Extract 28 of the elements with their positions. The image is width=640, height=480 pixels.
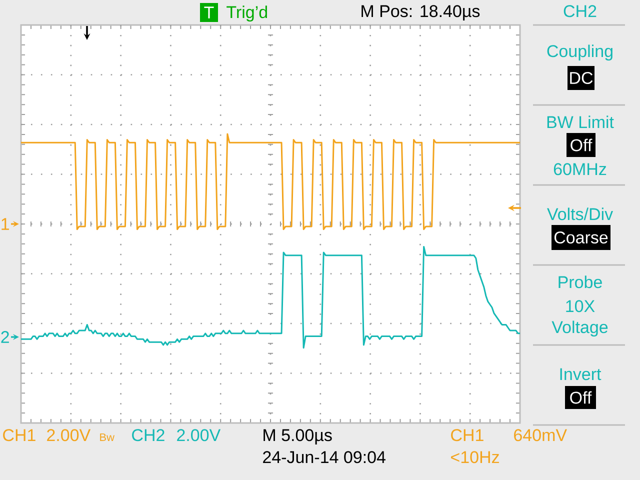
text: M Pos: 18.40µs xyxy=(362,5,480,21)
text: <10Hz xyxy=(451,451,499,464)
text: 640mV xyxy=(514,429,567,442)
text: 10X xyxy=(566,300,595,312)
text: CH2 xyxy=(564,5,596,18)
text: Coupling xyxy=(547,44,612,61)
text: 2.00V xyxy=(177,429,221,442)
text: 24-Jun-14 09:04 xyxy=(263,451,386,464)
text: CH1 xyxy=(451,429,484,442)
text: Off xyxy=(570,138,592,152)
text: Volts/Div xyxy=(547,208,614,220)
text: Invert xyxy=(560,368,602,380)
text: DC xyxy=(570,72,593,84)
text: Bw xyxy=(100,433,115,441)
text: 1 xyxy=(2,218,9,230)
text: Trig’d xyxy=(226,6,267,22)
text: M 5.00µs xyxy=(264,429,332,445)
text: BW Limit xyxy=(547,116,614,128)
text: CH2 xyxy=(132,429,164,442)
text: 60MHz xyxy=(554,163,606,176)
text: Probe xyxy=(558,276,602,288)
text: T xyxy=(204,6,214,18)
text: Off xyxy=(570,391,592,404)
text: 2.00V xyxy=(47,429,91,442)
text: Coarse xyxy=(554,231,608,244)
text: 2 xyxy=(1,331,9,343)
text: Voltage xyxy=(552,320,608,337)
text: CH1 xyxy=(3,429,36,442)
